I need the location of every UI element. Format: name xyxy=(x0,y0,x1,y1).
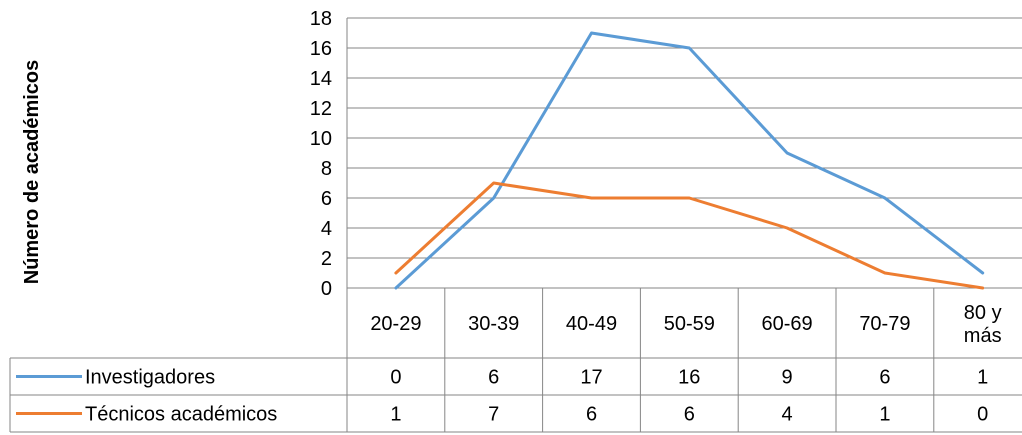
x-category-label: 50-59 xyxy=(664,313,715,335)
y-tick-label: 16 xyxy=(310,38,332,60)
table-value-cell: 6 xyxy=(684,404,695,426)
table-value-cell: 1 xyxy=(390,404,401,426)
table-value-cell: 0 xyxy=(390,367,401,389)
data-table: 20-29 30-39 40-49 50-59 60-69 70-79 80 y más Inv… xyxy=(9,288,1022,433)
y-tick-label: 0 xyxy=(321,278,332,300)
table-value-cell: 6 xyxy=(586,404,597,426)
legend-series-name: Técnicos académicos xyxy=(85,404,277,426)
x-category-label: 40-49 xyxy=(566,313,617,335)
y-tick-label: 14 xyxy=(310,68,332,90)
table-value-cell: 0 xyxy=(977,404,988,426)
y-ticks: 0 2 4 6 8 10 12 14 16 18 xyxy=(310,8,332,300)
x-category-label: 20-29 xyxy=(370,313,421,335)
table-value-cell: 7 xyxy=(488,404,499,426)
x-category-label: 70-79 xyxy=(859,313,910,335)
grid xyxy=(346,17,1022,289)
table-value-cell: 17 xyxy=(580,367,602,389)
y-tick-label: 8 xyxy=(321,158,332,180)
y-axis-label: Número de académicos xyxy=(21,60,43,285)
series-line xyxy=(394,31,985,290)
x-category-label: 60-69 xyxy=(762,313,813,335)
table-value-cell: 1 xyxy=(977,367,988,389)
table-value-cell: 6 xyxy=(879,367,890,389)
table-value-cell: 4 xyxy=(782,404,793,426)
table-value-cell: 16 xyxy=(678,367,700,389)
x-category-label: 80 y más xyxy=(964,302,1002,347)
y-tick-label: 12 xyxy=(310,98,332,120)
y-tick-label: 2 xyxy=(321,248,332,270)
table-value-cell: 6 xyxy=(488,367,499,389)
series-lines xyxy=(394,31,985,290)
table-value-cell: 9 xyxy=(782,367,793,389)
y-tick-label: 4 xyxy=(321,218,332,240)
legend-series-name: Investigadores xyxy=(85,367,215,389)
y-tick-label: 18 xyxy=(310,8,332,30)
y-tick-label: 6 xyxy=(321,188,332,210)
series-line xyxy=(394,181,985,290)
y-tick-label: 10 xyxy=(310,128,332,150)
table-value-cell: 1 xyxy=(879,404,890,426)
x-category-label: 30-39 xyxy=(468,313,519,335)
